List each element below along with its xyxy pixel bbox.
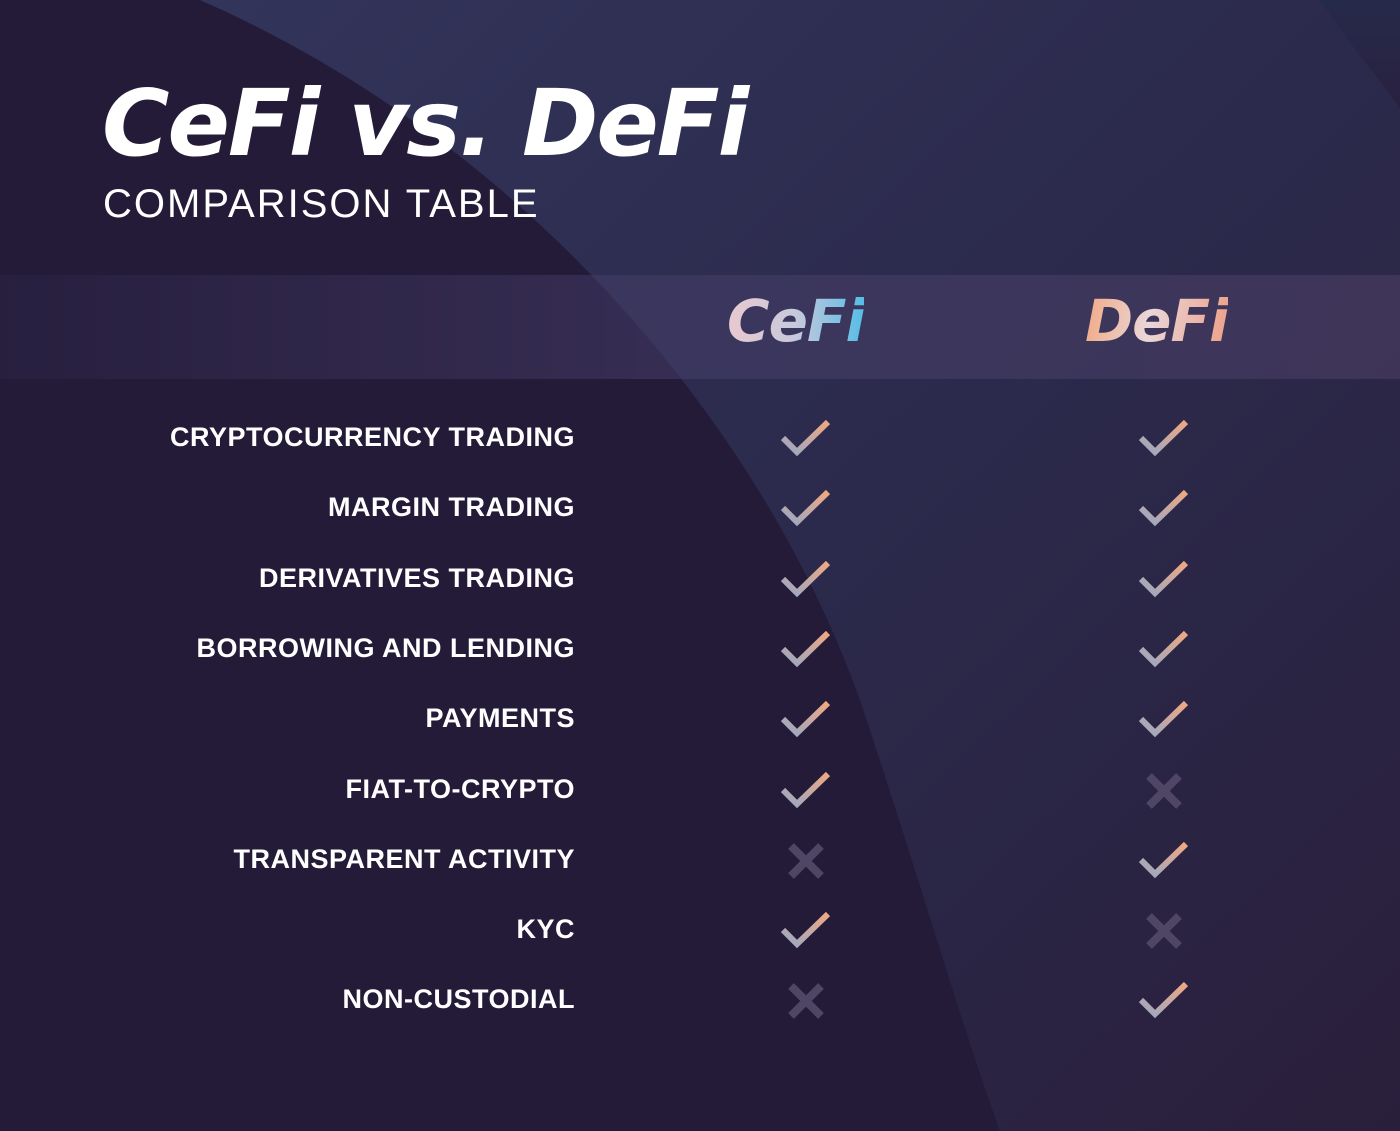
check-icon (780, 630, 831, 668)
defi-cell (1134, 555, 1194, 605)
column-header-band (0, 275, 1400, 379)
check-icon (1138, 419, 1189, 457)
defi-cell (1134, 484, 1194, 534)
row-label: MARGIN TRADING (328, 492, 575, 523)
check-icon (1138, 630, 1189, 668)
cefi-cell (776, 625, 836, 675)
check-icon (1138, 701, 1189, 738)
page-subtitle: COMPARISON TABLE (103, 182, 540, 226)
table-row: MARGIN TRADING (0, 484, 1400, 534)
cefi-cell (776, 976, 836, 1026)
defi-cell (1134, 414, 1194, 464)
page-title: CeFi vs. DeFi (102, 70, 749, 177)
table-row: NON-CUSTODIAL (0, 976, 1400, 1026)
cross-icon (1146, 772, 1182, 809)
check-icon (780, 911, 831, 949)
row-label: TRANSPARENT ACTIVITY (233, 843, 575, 874)
check-icon (780, 701, 831, 738)
row-label: BORROWING AND LENDING (196, 632, 575, 663)
defi-cell (1134, 695, 1194, 745)
defi-cell (1134, 906, 1194, 956)
cefi-cell (776, 766, 836, 816)
check-icon (1138, 841, 1189, 879)
column-header-defi: DeFi (1085, 287, 1229, 355)
table-row: DERIVATIVES TRADING (0, 555, 1400, 605)
table-row: BORROWING AND LENDING (0, 625, 1400, 675)
defi-cell (1134, 836, 1194, 886)
table-row: TRANSPARENT ACTIVITY (0, 836, 1400, 886)
defi-cell (1134, 766, 1194, 816)
check-icon (1138, 560, 1189, 597)
cefi-cell (776, 836, 836, 886)
cefi-cell (776, 555, 836, 605)
row-label: PAYMENTS (425, 703, 575, 734)
table-row: PAYMENTS (0, 695, 1400, 745)
check-icon (780, 771, 831, 808)
check-icon (780, 560, 831, 597)
table-row: KYC (0, 906, 1400, 956)
table-row: CRYPTOCURRENCY TRADING (0, 414, 1400, 464)
cross-icon (1146, 913, 1182, 949)
row-label: FIAT-TO-CRYPTO (345, 773, 575, 804)
check-icon (780, 490, 831, 527)
check-icon (1138, 982, 1189, 1019)
row-label: CRYPTOCURRENCY TRADING (169, 422, 575, 452)
defi-cell (1134, 625, 1194, 675)
check-icon (780, 419, 831, 457)
row-label: DERIVATIVES TRADING (258, 562, 575, 593)
cefi-cell (776, 906, 836, 956)
cefi-cell (776, 484, 836, 534)
cross-icon (788, 983, 824, 1020)
cefi-cell (776, 695, 836, 745)
check-icon (1138, 490, 1189, 527)
column-header-cefi: CeFi (727, 287, 865, 355)
row-label: NON-CUSTODIAL (342, 984, 575, 1015)
defi-cell (1134, 976, 1194, 1026)
cross-icon (788, 842, 824, 879)
row-label: KYC (516, 914, 575, 945)
table-row: FIAT-TO-CRYPTO (0, 766, 1400, 816)
cefi-cell (776, 414, 836, 464)
